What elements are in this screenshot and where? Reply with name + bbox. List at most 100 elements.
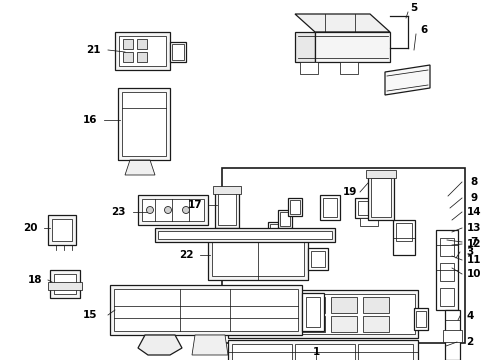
- Bar: [392, 220, 414, 255]
- Bar: [302, 293, 324, 331]
- Bar: [110, 285, 302, 335]
- Bar: [155, 228, 334, 242]
- Text: 10: 10: [466, 269, 480, 279]
- Text: 12: 12: [466, 239, 480, 249]
- Bar: [235, 297, 261, 313]
- Bar: [119, 36, 165, 66]
- Bar: [357, 344, 412, 360]
- Bar: [207, 238, 307, 280]
- Text: 20: 20: [23, 223, 37, 233]
- Polygon shape: [294, 32, 314, 62]
- Bar: [212, 242, 304, 276]
- Circle shape: [146, 207, 153, 213]
- Text: 2: 2: [466, 337, 473, 347]
- Bar: [48, 215, 76, 245]
- Text: 17: 17: [187, 200, 202, 210]
- Bar: [439, 263, 453, 281]
- Bar: [123, 39, 133, 49]
- Bar: [294, 344, 354, 360]
- Bar: [213, 186, 241, 194]
- Bar: [267, 222, 282, 240]
- Bar: [170, 42, 185, 62]
- Bar: [50, 270, 80, 298]
- Bar: [362, 297, 388, 313]
- Bar: [278, 210, 291, 228]
- Bar: [357, 201, 379, 215]
- Bar: [339, 62, 357, 74]
- Text: 15: 15: [82, 310, 97, 320]
- Bar: [158, 231, 331, 239]
- Bar: [222, 168, 464, 343]
- Bar: [435, 230, 457, 310]
- Bar: [287, 198, 302, 216]
- Bar: [258, 235, 271, 253]
- Bar: [305, 297, 319, 327]
- Bar: [370, 178, 390, 217]
- Text: 14: 14: [466, 207, 480, 217]
- Text: 7: 7: [469, 237, 477, 247]
- Bar: [266, 297, 292, 313]
- Bar: [123, 52, 133, 62]
- Bar: [249, 250, 260, 264]
- Bar: [359, 218, 377, 226]
- Circle shape: [164, 207, 171, 213]
- Text: 22: 22: [179, 250, 193, 260]
- Bar: [142, 199, 203, 221]
- Bar: [289, 200, 299, 214]
- Bar: [365, 170, 395, 178]
- Bar: [415, 311, 425, 327]
- Text: 11: 11: [466, 255, 480, 265]
- Bar: [172, 44, 183, 60]
- Bar: [54, 274, 76, 294]
- Bar: [52, 219, 72, 241]
- Polygon shape: [138, 335, 182, 355]
- Bar: [235, 316, 261, 332]
- Bar: [413, 308, 427, 330]
- Text: 8: 8: [469, 177, 477, 187]
- Text: 13: 13: [466, 223, 480, 233]
- Bar: [260, 237, 269, 251]
- Bar: [367, 175, 393, 220]
- Bar: [395, 223, 411, 241]
- Text: 4: 4: [466, 311, 473, 321]
- Text: 3: 3: [466, 247, 473, 257]
- Bar: [231, 294, 414, 334]
- Text: 18: 18: [28, 275, 42, 285]
- Bar: [299, 62, 317, 74]
- Polygon shape: [125, 160, 155, 175]
- Circle shape: [182, 207, 189, 213]
- Bar: [439, 288, 453, 306]
- Bar: [227, 340, 417, 360]
- Bar: [362, 316, 388, 332]
- Bar: [266, 316, 292, 332]
- Bar: [118, 88, 170, 160]
- Text: 6: 6: [420, 25, 427, 35]
- Bar: [330, 316, 356, 332]
- Text: 1: 1: [312, 347, 319, 357]
- Text: 19: 19: [342, 187, 356, 197]
- Bar: [307, 248, 327, 270]
- Bar: [354, 198, 382, 218]
- Bar: [439, 238, 453, 256]
- Bar: [298, 297, 325, 313]
- Text: 23: 23: [110, 207, 125, 217]
- Bar: [137, 52, 147, 62]
- Bar: [298, 316, 325, 332]
- Bar: [138, 195, 207, 225]
- Text: 21: 21: [85, 45, 100, 55]
- Bar: [247, 248, 262, 266]
- Bar: [269, 224, 280, 238]
- Bar: [215, 190, 239, 228]
- Bar: [218, 193, 236, 225]
- Bar: [310, 251, 325, 267]
- Bar: [442, 330, 461, 342]
- Bar: [122, 92, 165, 156]
- Text: 9: 9: [469, 193, 477, 203]
- Bar: [444, 310, 459, 360]
- Polygon shape: [294, 14, 389, 32]
- Bar: [115, 32, 170, 70]
- Bar: [280, 212, 289, 226]
- Bar: [330, 297, 356, 313]
- Bar: [48, 282, 82, 290]
- Text: 16: 16: [82, 115, 97, 125]
